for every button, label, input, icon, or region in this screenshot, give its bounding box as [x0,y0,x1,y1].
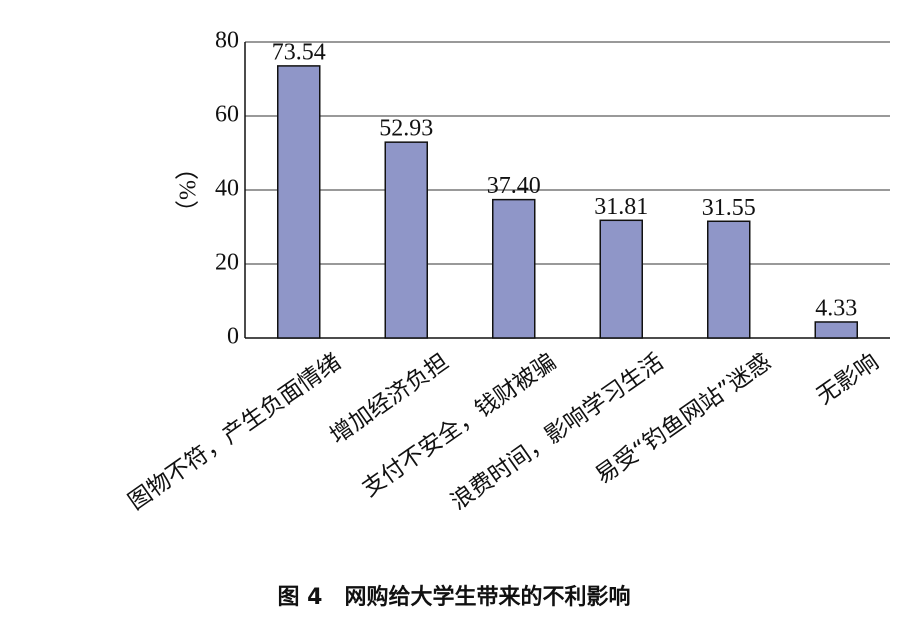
y-tick-label: 20 [215,250,239,276]
x-tick-label: 浪费时间，影响学习生活 [446,349,668,515]
value-label: 37.40 [487,173,541,199]
y-tick-label: 80 [215,28,239,54]
bar [707,220,751,339]
y-tick-label: 40 [215,176,239,202]
value-label: 73.54 [272,39,326,65]
value-label: 31.81 [594,194,648,220]
value-label: 4.33 [815,295,857,321]
chart-title: 图 4 网购给大学生带来的不利影响 [278,584,631,610]
x-tick-label: 无影响 [812,349,883,410]
value-label: 52.93 [379,116,433,142]
bar [599,219,643,339]
y-tick-label: 60 [215,102,239,128]
y-axis-label: （%） [176,156,202,224]
bar [277,65,321,339]
x-tick-label: 支付不安全，钱财被骗 [358,349,561,502]
y-tick-label: 0 [227,324,239,350]
bar [384,141,428,339]
x-tick-label: 易受“钓鱼网站”迷惑 [591,349,776,490]
x-tick-label: 图物不符，产生负面情绪 [124,349,346,515]
value-label: 31.55 [702,195,756,221]
bar [814,321,858,339]
bar [492,198,536,339]
